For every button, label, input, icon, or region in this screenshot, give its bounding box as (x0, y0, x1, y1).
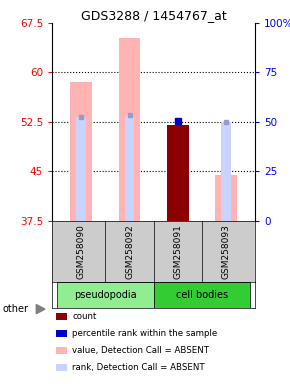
Bar (125, 114, 135, 221)
Bar (119, 38, 140, 221)
Text: pseudopodia: pseudopodia (74, 290, 137, 300)
Text: value, Detection Call = ABSENT: value, Detection Call = ABSENT (72, 346, 209, 355)
Text: other: other (3, 304, 29, 314)
Text: GSM258091: GSM258091 (173, 224, 182, 279)
Title: GDS3288 / 1454767_at: GDS3288 / 1454767_at (81, 9, 226, 22)
Bar (57, 283, 154, 308)
Bar (56, 364, 67, 371)
Bar (56, 331, 67, 337)
Text: GSM258092: GSM258092 (125, 224, 134, 279)
Text: GSM258093: GSM258093 (222, 224, 231, 279)
Text: GSM258090: GSM258090 (77, 224, 86, 279)
Bar (215, 175, 237, 221)
Text: rank, Detection Call = ABSENT: rank, Detection Call = ABSENT (72, 363, 205, 372)
Bar (56, 313, 67, 320)
Text: count: count (72, 312, 97, 321)
Bar (154, 283, 250, 308)
Bar (221, 122, 231, 221)
Text: percentile rank within the sample: percentile rank within the sample (72, 329, 218, 338)
Bar (56, 348, 67, 354)
Text: cell bodies: cell bodies (176, 290, 228, 300)
Bar (167, 125, 189, 221)
Bar (76, 117, 86, 221)
Bar (70, 82, 92, 221)
